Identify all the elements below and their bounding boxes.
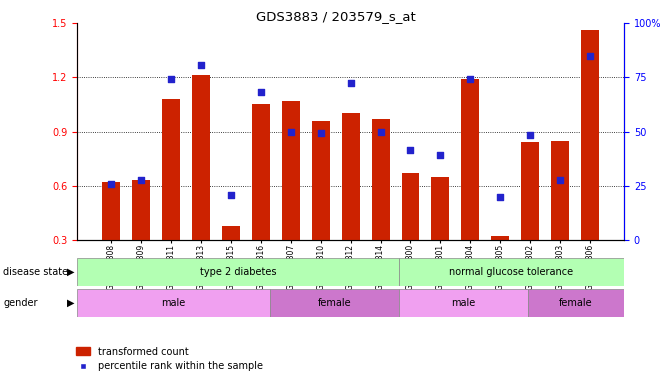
Text: female: female — [559, 298, 592, 308]
Text: male: male — [162, 298, 186, 308]
Point — [195, 61, 206, 68]
Bar — [102, 182, 120, 240]
Text: male: male — [451, 298, 475, 308]
Text: disease state: disease state — [3, 267, 68, 277]
Bar — [431, 177, 450, 240]
Point — [405, 147, 416, 153]
Bar — [521, 142, 539, 240]
Point — [435, 152, 446, 158]
Text: type 2 diabetes: type 2 diabetes — [200, 267, 276, 277]
Bar — [252, 104, 270, 240]
Bar — [581, 30, 599, 240]
Point — [495, 194, 506, 200]
Bar — [552, 141, 569, 240]
Point — [346, 79, 356, 86]
Bar — [462, 79, 479, 240]
Bar — [132, 180, 150, 240]
Bar — [372, 119, 390, 240]
Point — [315, 130, 326, 136]
Text: normal glucose tolerance: normal glucose tolerance — [450, 267, 574, 277]
Bar — [282, 101, 300, 240]
Point — [555, 177, 566, 184]
Text: GDS3883 / 203579_s_at: GDS3883 / 203579_s_at — [256, 10, 415, 23]
Point — [525, 132, 535, 138]
Point — [465, 76, 476, 82]
Bar — [401, 173, 419, 240]
Bar — [192, 76, 210, 240]
Bar — [527, 289, 624, 317]
Point — [256, 89, 266, 95]
Bar — [399, 289, 527, 317]
Bar — [77, 258, 399, 286]
Bar — [270, 289, 399, 317]
Point — [225, 192, 236, 198]
Bar — [342, 113, 360, 240]
Bar — [399, 258, 624, 286]
Point — [375, 128, 386, 135]
Point — [166, 76, 176, 82]
Text: gender: gender — [3, 298, 38, 308]
Point — [136, 177, 146, 184]
Bar — [311, 121, 329, 240]
Legend: transformed count, percentile rank within the sample: transformed count, percentile rank withi… — [72, 343, 267, 375]
Text: ▶: ▶ — [66, 267, 74, 277]
Point — [105, 181, 116, 187]
Text: ▶: ▶ — [66, 298, 74, 308]
Text: female: female — [317, 298, 352, 308]
Bar — [222, 225, 240, 240]
Point — [585, 53, 596, 59]
Point — [285, 128, 296, 135]
Bar — [77, 289, 270, 317]
Bar — [162, 99, 180, 240]
Bar — [491, 237, 509, 240]
